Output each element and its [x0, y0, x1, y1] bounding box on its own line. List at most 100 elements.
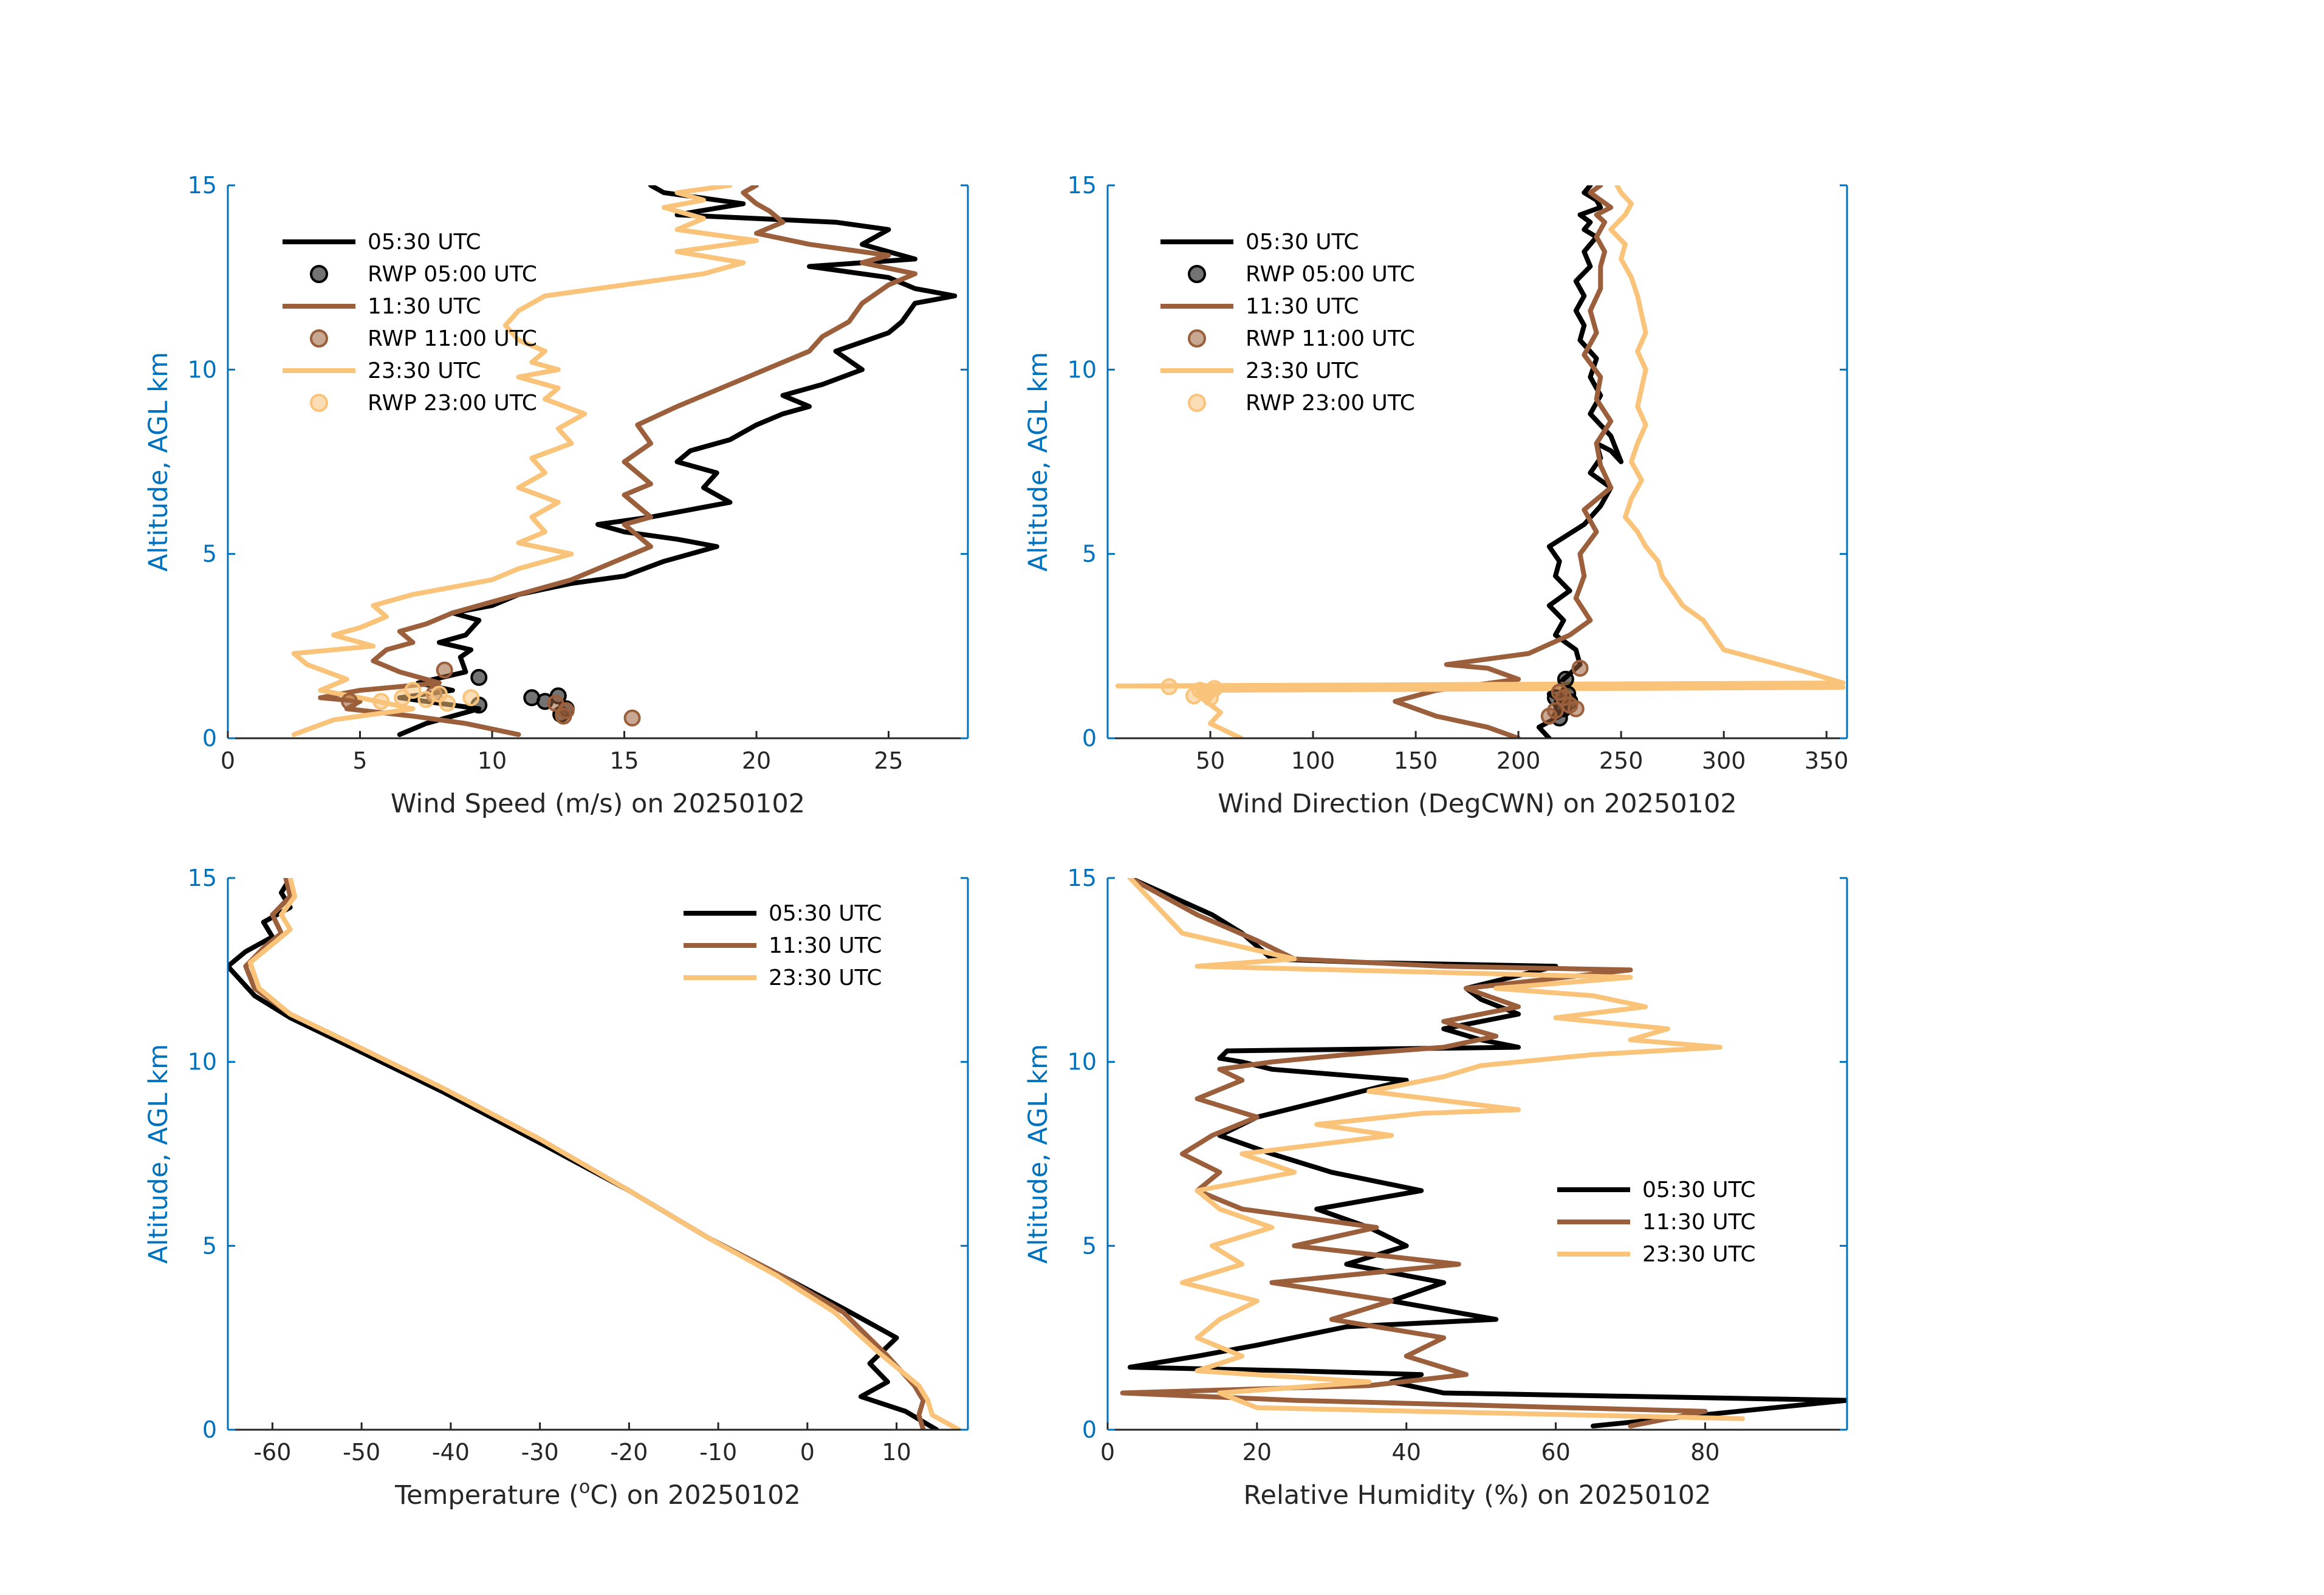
legend-marker: [1188, 394, 1206, 412]
y-axis-label: Altitude, AGL km: [143, 352, 174, 572]
rwp-point: [1567, 700, 1585, 718]
legend-label: RWP 11:00 UTC: [368, 326, 537, 351]
legend-marker: [310, 329, 328, 348]
x-tick-label: 150: [1394, 747, 1438, 774]
y-tick-label: 10: [188, 1049, 217, 1075]
y-tick-label: 5: [202, 541, 217, 568]
y-tick-label: 10: [1068, 356, 1097, 383]
plot-area: [291, 185, 958, 737]
legend-label: 11:30 UTC: [1246, 294, 1359, 319]
rwp-point: [404, 682, 422, 699]
legend-label: RWP 23:00 UTC: [368, 391, 537, 416]
x-tick-label: -30: [521, 1439, 559, 1466]
legend-label: 05:30 UTC: [368, 230, 481, 255]
y-tick-label: 5: [1082, 1232, 1097, 1259]
x-tick-label: 15: [609, 747, 639, 774]
rwp-point: [470, 668, 488, 686]
y-axis-label: Altitude, AGL km: [1023, 1044, 1054, 1264]
y-axis-label: Altitude, AGL km: [143, 1044, 174, 1264]
legend-label: 11:30 UTC: [769, 933, 882, 958]
y-tick-label: 15: [1068, 172, 1097, 199]
x-axis-label: Relative Humidity (%) on 20250102: [1244, 1480, 1712, 1511]
rwp-point: [462, 689, 480, 707]
x-tick-label: 5: [352, 747, 367, 774]
x-tick-label: -50: [343, 1439, 380, 1466]
x-tick-label: 300: [1702, 747, 1746, 774]
series-line-1130UTC: [318, 185, 917, 737]
y-tick-label: 5: [1082, 541, 1097, 568]
x-tick-label: -10: [699, 1439, 737, 1466]
y-tick-label: 10: [188, 356, 217, 383]
x-tick-label: 0: [221, 747, 235, 774]
x-tick-label: 100: [1291, 747, 1335, 774]
series-line-2330UTC: [291, 185, 759, 737]
legend-label: 05:30 UTC: [769, 901, 882, 926]
legend-marker: [1188, 329, 1206, 348]
x-tick-label: 40: [1392, 1439, 1421, 1466]
x-tick-label: 0: [1100, 1439, 1115, 1466]
rwp-point: [623, 709, 641, 727]
rwp-point: [555, 707, 572, 725]
rwp-point: [436, 661, 453, 679]
y-tick-label: 15: [188, 172, 217, 199]
legend-label: 11:30 UTC: [368, 294, 481, 319]
series-line-0530UTC: [1536, 185, 1624, 738]
legend-marker: [310, 394, 328, 412]
x-tick-label: 80: [1690, 1439, 1719, 1466]
plot-area: [1120, 878, 1847, 1429]
x-tick-label: 350: [1805, 747, 1849, 774]
y-tick-label: 0: [202, 1416, 217, 1443]
rwp-point: [439, 695, 456, 712]
x-axis-label: Wind Direction (DegCWN) on 20250102: [1218, 789, 1737, 819]
x-axis-label: Wind Speed (m/s) on 20250102: [391, 789, 805, 819]
series-line-0530UTC: [228, 878, 939, 1430]
x-tick-label: 60: [1541, 1439, 1570, 1466]
y-axis-label: Altitude, AGL km: [1023, 352, 1054, 572]
x-tick-label: 0: [800, 1439, 815, 1466]
y-tick-label: 0: [1082, 725, 1097, 752]
y-tick-label: 0: [1082, 1416, 1097, 1443]
y-tick-label: 5: [202, 1232, 217, 1259]
series-line-2330UTC: [1127, 878, 1745, 1421]
x-tick-label: 10: [882, 1439, 911, 1466]
legend-label: RWP 23:00 UTC: [1246, 391, 1415, 416]
legend: 05:30 UTC 11:30 UTC 23:30 UTC: [1557, 1178, 1756, 1267]
series-line-1130UTC: [1393, 185, 1614, 738]
series-line-1130UTC: [1120, 878, 1708, 1429]
series-line-2330UTC: [1115, 185, 1846, 738]
x-axis-label: Temperature (oC) on 20250102: [394, 1477, 801, 1511]
x-tick-label: 25: [874, 747, 903, 774]
y-tick-label: 15: [1068, 865, 1097, 891]
legend-label: RWP 05:00 UTC: [1246, 262, 1415, 287]
legend-label: 23:30 UTC: [1642, 1242, 1756, 1267]
x-tick-label: -20: [610, 1439, 648, 1466]
legend-label: RWP 11:00 UTC: [1246, 326, 1415, 351]
series-line-0530UTC: [1127, 878, 1847, 1429]
rwp-point: [1546, 702, 1564, 719]
panel-ws: 0 5 10 15 20 25 0 5 10 15 Wind Speed (m/s) on 2025…: [143, 172, 969, 819]
panel-wd: 50 100 150 200 250 300 350 0 5 10 15 Wind Direction…: [1023, 172, 1848, 819]
x-tick-label: -40: [432, 1439, 470, 1466]
y-tick-label: 10: [1068, 1049, 1097, 1075]
legend-marker: [1188, 265, 1206, 283]
x-tick-label: -60: [253, 1439, 291, 1466]
rwp-point: [341, 693, 358, 710]
x-tick-label: 200: [1496, 747, 1541, 774]
plot-area: [1115, 185, 1846, 738]
legend-label: 23:30 UTC: [368, 358, 481, 383]
legend: 05:30 UTC RWP 05:00 UTC 11:30 UTC RWP 11:00…: [283, 230, 537, 416]
rwp-point: [1571, 659, 1589, 677]
legend: 05:30 UTC RWP 05:00 UTC 11:30 UTC RWP 11:00…: [1160, 230, 1415, 416]
plot-area: [228, 878, 962, 1430]
x-tick-label: 20: [742, 747, 771, 774]
legend-label: 23:30 UTC: [769, 966, 882, 990]
legend-marker: [310, 265, 328, 283]
y-tick-label: 15: [188, 865, 217, 891]
legend-label: 11:30 UTC: [1642, 1210, 1756, 1235]
x-tick-label: 250: [1599, 747, 1644, 774]
legend-label: 05:30 UTC: [1642, 1178, 1756, 1202]
series-line-2330UTC: [247, 878, 962, 1430]
series-line-1130UTC: [243, 878, 926, 1430]
x-tick-label: 10: [478, 747, 507, 774]
